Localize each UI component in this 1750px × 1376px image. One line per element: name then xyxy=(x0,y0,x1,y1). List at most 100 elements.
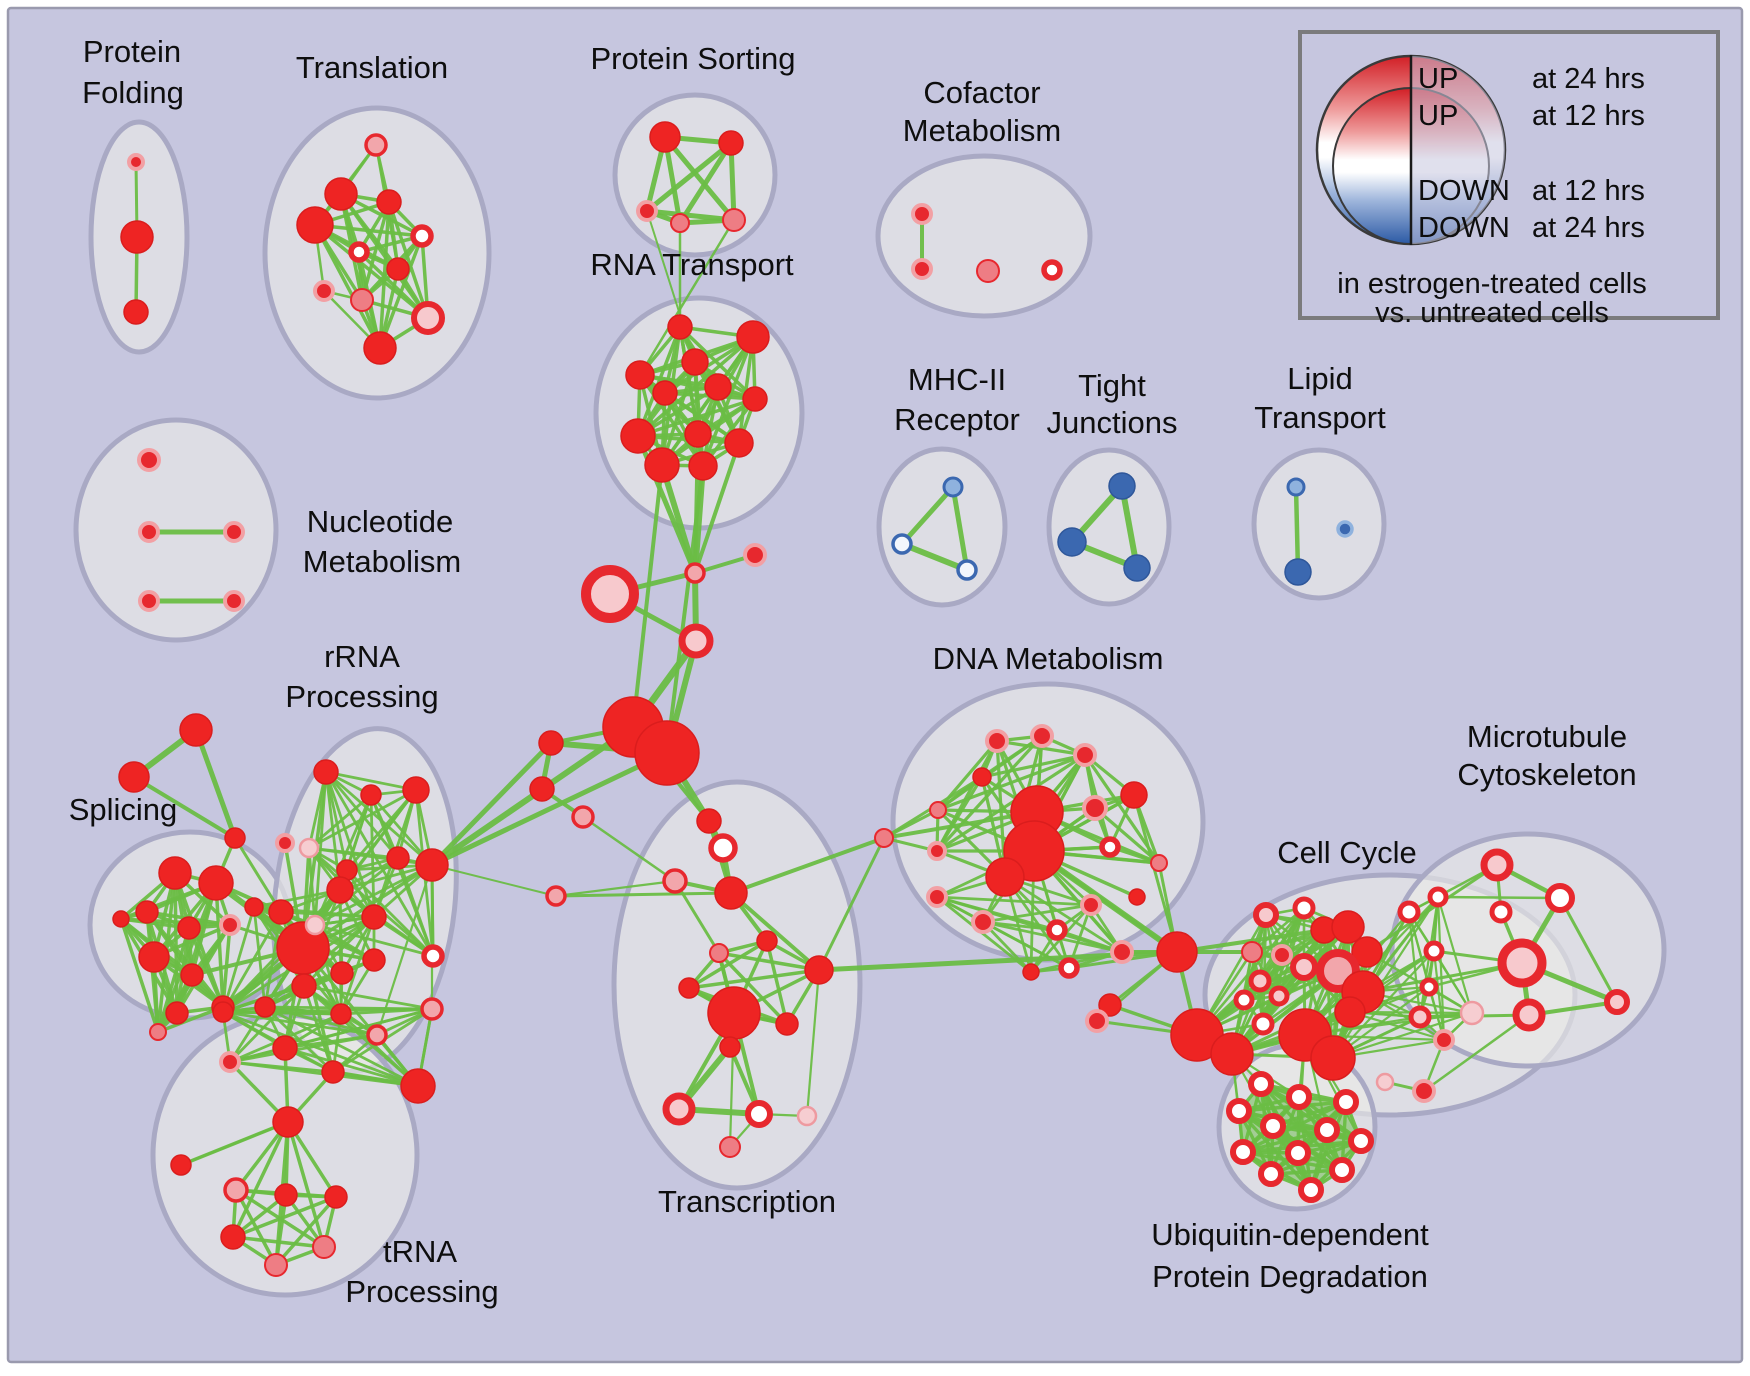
node-bluering xyxy=(891,533,913,555)
edge xyxy=(935,895,1093,907)
node-red xyxy=(1331,910,1365,944)
edge xyxy=(935,895,1033,974)
node-red xyxy=(696,808,722,834)
node-ringwhite xyxy=(1230,1139,1256,1165)
edge xyxy=(717,951,821,972)
edge xyxy=(693,441,741,575)
node-ringwhite xyxy=(708,833,738,863)
node-ringpink xyxy=(581,565,639,623)
edge xyxy=(396,856,435,958)
node-halo xyxy=(1110,940,1134,964)
node-pink xyxy=(312,1235,336,1259)
cluster-label-trna-processing: Processing xyxy=(345,1274,498,1309)
legend-row-time: at 24 hrs xyxy=(1532,63,1645,95)
edge xyxy=(263,958,376,1009)
cluster-label-microtubule-cytoskeleton: Microtubule xyxy=(1467,719,1627,754)
node-red xyxy=(268,899,294,925)
node-halo xyxy=(1030,724,1054,748)
edge xyxy=(950,484,970,573)
node-red xyxy=(118,761,150,793)
node-pink xyxy=(709,943,729,963)
node-halo xyxy=(743,543,767,567)
edge xyxy=(1303,1011,1474,1037)
node-red xyxy=(330,1003,352,1025)
node-pinkring xyxy=(684,562,706,584)
node-red xyxy=(678,977,700,999)
edge xyxy=(228,1033,379,1064)
cluster-label-lipid-transport: Transport xyxy=(1254,400,1386,435)
cluster-label-protein-folding: Protein xyxy=(83,34,181,69)
edge xyxy=(1093,806,1161,865)
edge xyxy=(554,891,733,898)
node-ringwhite xyxy=(745,1100,773,1128)
node-red xyxy=(376,189,402,215)
node-pale xyxy=(1459,1000,1485,1026)
node-ringwhite xyxy=(1258,1161,1284,1187)
edge xyxy=(1407,910,1422,1019)
node-red xyxy=(1334,996,1366,1028)
edge xyxy=(1230,969,1340,1056)
network-nodes xyxy=(112,121,1630,1277)
edge xyxy=(665,464,705,755)
node-red xyxy=(538,730,564,756)
node-red xyxy=(1098,993,1122,1017)
edge xyxy=(765,939,789,1026)
node-red xyxy=(361,904,387,930)
edge xyxy=(981,903,1093,924)
node-red xyxy=(719,1036,741,1058)
cluster-label-dna-metabolism: DNA Metabolism xyxy=(933,641,1164,676)
node-halo xyxy=(636,200,658,222)
cluster-label-ubiquitin-protein-degradation: Protein Degradation xyxy=(1152,1259,1428,1294)
node-ringpink xyxy=(662,1092,696,1126)
cluster-label-lipid-transport: Lipid xyxy=(1287,361,1353,396)
node-red xyxy=(112,910,130,928)
edge xyxy=(221,905,256,1014)
node-red xyxy=(718,130,744,156)
edge xyxy=(899,541,970,573)
cluster-ellipse-transcription xyxy=(611,779,863,1191)
node-pinkring xyxy=(223,1177,249,1203)
edge xyxy=(324,770,435,958)
node-red xyxy=(386,257,410,281)
edge xyxy=(221,1010,420,1088)
legend-row-level: UP xyxy=(1418,100,1458,132)
edge xyxy=(935,775,984,853)
node-pale xyxy=(796,1105,818,1127)
edge xyxy=(324,770,418,792)
node-halo xyxy=(911,258,933,280)
node-ringwhite xyxy=(1314,1117,1340,1143)
node-ringwhite xyxy=(1041,259,1063,281)
node-red xyxy=(296,206,334,244)
node-red xyxy=(386,846,410,870)
cluster-ellipse-cofactor-metabolism xyxy=(875,153,1093,319)
node-pale xyxy=(304,914,326,936)
node-halo xyxy=(971,910,995,934)
node-ringpink xyxy=(1253,902,1279,928)
node-halo xyxy=(275,833,295,853)
edge xyxy=(231,1195,338,1239)
edge xyxy=(554,879,677,898)
node-ringpink xyxy=(411,301,445,335)
cluster-label-cofactor-metabolism: Metabolism xyxy=(903,113,1062,148)
node-red xyxy=(272,1106,304,1138)
node-pink xyxy=(929,801,947,819)
node-red xyxy=(688,451,718,481)
edge xyxy=(119,917,160,1034)
cluster-label-protein-folding: Folding xyxy=(82,75,184,110)
node-red xyxy=(120,220,154,254)
node-ringwhite xyxy=(1248,1071,1274,1097)
node-red xyxy=(529,776,555,802)
node-ringwhite xyxy=(1545,883,1575,913)
node-red xyxy=(714,876,748,910)
cluster-label-nucleotide-metabolism: Metabolism xyxy=(303,544,462,579)
edge xyxy=(636,397,757,438)
edge xyxy=(936,753,1087,812)
node-pinkring xyxy=(571,805,595,829)
edge xyxy=(1083,753,1161,865)
node-red xyxy=(165,1001,189,1025)
node-ringwhite xyxy=(1329,1157,1355,1183)
node-red xyxy=(138,941,170,973)
node-ringwhite xyxy=(1046,919,1068,941)
node-red xyxy=(198,865,234,901)
node-pink xyxy=(874,828,894,848)
